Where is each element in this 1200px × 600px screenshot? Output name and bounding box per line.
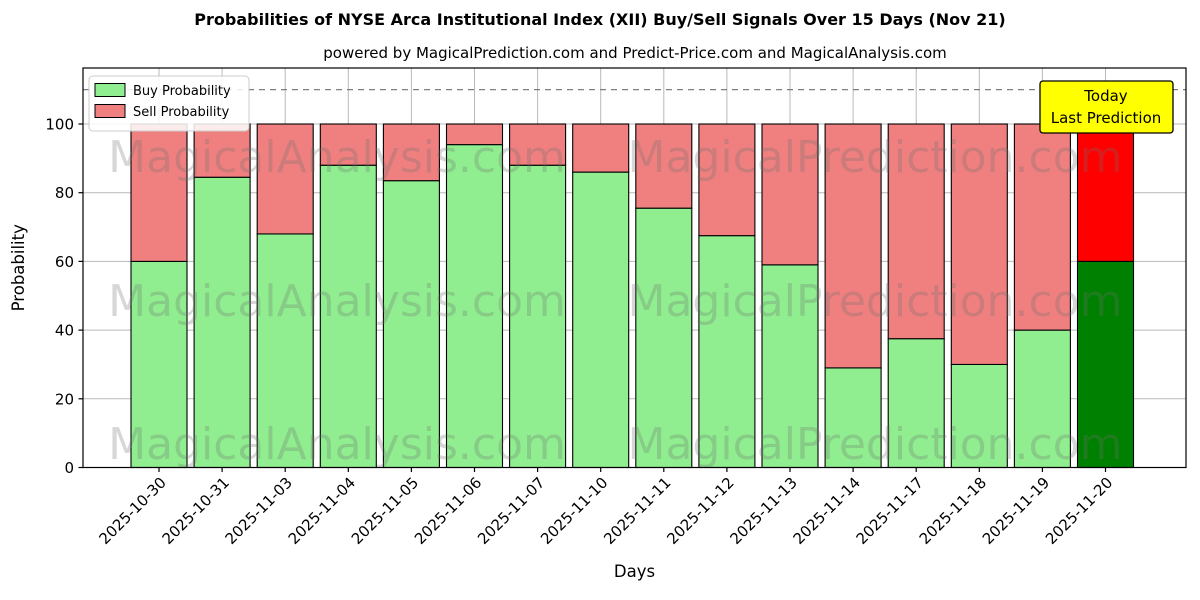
bar-sell-segment bbox=[950, 123, 1008, 365]
bar-sell-segment bbox=[887, 123, 945, 340]
plot-border bbox=[82, 67, 1187, 469]
x-tick-label: 2025-11-12 bbox=[663, 474, 737, 548]
bar-buy-segment bbox=[761, 264, 819, 469]
y-tick-label: 60 bbox=[55, 253, 74, 271]
x-tick-label: 2025-11-13 bbox=[726, 474, 800, 548]
watermark-text: MagicalAnalysis.com bbox=[108, 276, 566, 327]
x-tick-label: 2025-11-20 bbox=[1042, 474, 1116, 548]
bar-buy-segment bbox=[319, 164, 377, 469]
chart-title: Probabilities of NYSE Arca Institutional… bbox=[194, 10, 1006, 29]
x-tick-label: 2025-11-06 bbox=[411, 474, 485, 548]
bar-sell-segment bbox=[572, 123, 630, 173]
x-tick-label: 2025-11-10 bbox=[537, 474, 611, 548]
y-tick-label: 40 bbox=[55, 322, 74, 340]
bar-buy-segment bbox=[698, 235, 756, 469]
x-tick-label: 2025-11-05 bbox=[348, 474, 422, 548]
bar-sell-segment bbox=[509, 123, 567, 166]
watermark-text: MagicalPrediction.com bbox=[628, 419, 1123, 470]
x-tick-label: 2025-10-31 bbox=[159, 474, 233, 548]
legend-swatch bbox=[94, 83, 126, 97]
x-tick-label: 2025-11-14 bbox=[790, 474, 864, 548]
x-tick-label: 2025-11-17 bbox=[853, 474, 927, 548]
chart-subtitle: powered by MagicalPrediction.com and Pre… bbox=[323, 44, 947, 62]
bar-sell-segment bbox=[382, 123, 440, 182]
bar-sell-segment bbox=[445, 123, 504, 146]
bar-sell-segment bbox=[698, 123, 756, 237]
bar-buy-segment bbox=[193, 176, 251, 469]
bar-buy-segment bbox=[130, 260, 188, 469]
y-axis-title: Probability bbox=[9, 224, 28, 311]
y-tick-label: 100 bbox=[45, 116, 74, 134]
y-tick-label: 20 bbox=[55, 390, 74, 408]
bar-sell-segment bbox=[1013, 123, 1071, 331]
today-annotation-box bbox=[1039, 80, 1174, 134]
legend-label: Sell Probability bbox=[133, 105, 230, 120]
x-axis-title: Days bbox=[614, 562, 655, 581]
x-tick-label: 2025-11-04 bbox=[285, 474, 359, 548]
watermark-text: MagicalAnalysis.com bbox=[108, 132, 566, 183]
x-tick-label: 2025-10-30 bbox=[95, 474, 169, 548]
bar-sell-segment bbox=[256, 123, 314, 235]
today-annotation-line1: Today bbox=[1083, 87, 1128, 105]
watermark-text: MagicalPrediction.com bbox=[628, 276, 1123, 327]
watermark-text: MagicalAnalysis.com bbox=[108, 419, 566, 470]
watermark-text: MagicalPrediction.com bbox=[628, 132, 1123, 183]
legend-label: Buy Probability bbox=[133, 84, 231, 99]
bar-sell-segment bbox=[1076, 123, 1135, 262]
today-annotation-line2: Last Prediction bbox=[1051, 109, 1162, 127]
bar-buy-segment bbox=[572, 171, 630, 469]
legend-swatch bbox=[94, 104, 126, 118]
legend-box bbox=[88, 75, 250, 132]
bar-sell-segment bbox=[130, 123, 188, 262]
bar-sell-segment bbox=[319, 123, 377, 166]
bar-sell-segment bbox=[824, 123, 882, 369]
bar-sell-segment bbox=[635, 123, 693, 209]
y-tick-label: 0 bbox=[64, 459, 74, 477]
x-tick-label: 2025-11-03 bbox=[222, 474, 296, 548]
x-tick-label: 2025-11-07 bbox=[474, 474, 548, 548]
bar-buy-segment bbox=[509, 164, 567, 469]
y-tick-label: 80 bbox=[55, 184, 74, 202]
x-tick-label: 2025-11-11 bbox=[600, 474, 674, 548]
bar-sell-segment bbox=[193, 123, 251, 178]
bar-buy-segment bbox=[635, 207, 693, 469]
bar-sell-segment bbox=[761, 123, 819, 266]
x-tick-label: 2025-11-19 bbox=[979, 474, 1053, 548]
x-tick-label: 2025-11-18 bbox=[916, 474, 990, 548]
bar-buy-segment bbox=[445, 144, 504, 469]
